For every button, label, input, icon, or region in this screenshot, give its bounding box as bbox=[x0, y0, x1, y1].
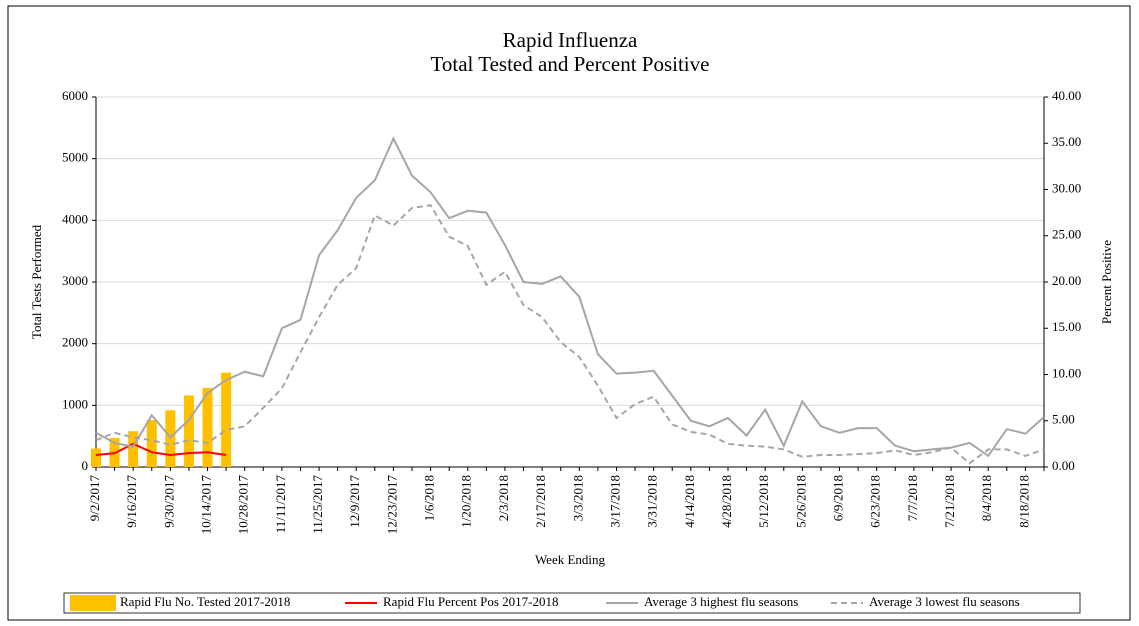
bar bbox=[91, 448, 101, 467]
x-tick-label: 3/31/2018 bbox=[645, 475, 660, 528]
y-tick-label: 6000 bbox=[62, 88, 88, 103]
x-tick-label: 9/2/2017 bbox=[87, 475, 102, 522]
bar bbox=[183, 395, 194, 467]
x-tick-label: 10/28/2017 bbox=[236, 475, 251, 535]
y2-tick-label: 10.00 bbox=[1052, 365, 1081, 380]
legend-swatch bbox=[70, 595, 116, 611]
y-tick-label: 5000 bbox=[62, 150, 88, 165]
y2-tick-label: 40.00 bbox=[1052, 88, 1081, 103]
bar bbox=[146, 420, 157, 467]
y-tick-label: 1000 bbox=[62, 396, 88, 411]
x-tick-label: 3/17/2018 bbox=[607, 475, 622, 528]
chart-subtitle: Total Tested and Percent Positive bbox=[431, 52, 710, 76]
chart-border bbox=[7, 5, 1131, 621]
y2-tick-label: 0.00 bbox=[1052, 458, 1075, 473]
x-tick-label: 1/20/2018 bbox=[459, 475, 474, 528]
bar bbox=[128, 431, 139, 467]
y2-tick-label: 30.00 bbox=[1052, 180, 1081, 195]
x-tick-label: 5/26/2018 bbox=[793, 475, 808, 528]
line bbox=[95, 442, 227, 456]
x-tick-label: 4/28/2018 bbox=[719, 475, 734, 528]
legend-label: Rapid Flu No. Tested 2017-2018 bbox=[120, 594, 290, 609]
line bbox=[95, 136, 1045, 458]
y-tick-label: 2000 bbox=[62, 335, 88, 350]
x-tick-label: 8/4/2018 bbox=[979, 475, 994, 521]
x-tick-label: 10/14/2017 bbox=[199, 475, 214, 535]
x-tick-label: 8/18/2018 bbox=[1016, 475, 1031, 528]
x-tick-label: 7/7/2018 bbox=[905, 475, 920, 521]
y-tick-label: 0 bbox=[82, 458, 89, 473]
y2-tick-label: 5.00 bbox=[1052, 412, 1075, 427]
y2-axis-label: Percent Positive bbox=[1099, 240, 1114, 324]
x-tick-label: 4/14/2018 bbox=[682, 475, 697, 528]
legend-box bbox=[63, 592, 1081, 614]
x-tick-label: 9/16/2017 bbox=[124, 475, 139, 528]
x-tick-label: 1/6/2018 bbox=[422, 475, 437, 521]
legend-label: Rapid Flu Percent Pos 2017-2018 bbox=[383, 594, 559, 609]
x-tick-label: 6/9/2018 bbox=[831, 475, 846, 521]
y-axis-label: Total Tests Performed bbox=[29, 224, 44, 339]
y2-tick-label: 15.00 bbox=[1052, 319, 1081, 334]
bar bbox=[202, 388, 213, 467]
x-tick-label: 2/3/2018 bbox=[496, 475, 511, 521]
chart-title: Rapid Influenza bbox=[503, 28, 638, 52]
x-tick-label: 9/30/2017 bbox=[161, 475, 176, 528]
x-tick-label: 11/25/2017 bbox=[310, 475, 325, 534]
x-tick-label: 3/3/2018 bbox=[570, 475, 585, 521]
x-axis-label: Week Ending bbox=[535, 552, 606, 567]
y-tick-label: 3000 bbox=[62, 273, 88, 288]
y2-tick-label: 25.00 bbox=[1052, 227, 1081, 242]
x-tick-label: 11/11/2017 bbox=[273, 475, 288, 534]
y-tick-label: 4000 bbox=[62, 211, 88, 226]
bar bbox=[221, 372, 232, 467]
x-tick-label: 6/23/2018 bbox=[868, 475, 883, 528]
x-tick-label: 2/17/2018 bbox=[533, 475, 548, 528]
y2-tick-label: 35.00 bbox=[1052, 134, 1081, 149]
x-tick-label: 5/12/2018 bbox=[756, 475, 771, 528]
x-tick-label: 7/21/2018 bbox=[942, 475, 957, 528]
x-tick-label: 12/23/2017 bbox=[384, 475, 399, 535]
line bbox=[95, 204, 1045, 465]
legend-label: Average 3 highest flu seasons bbox=[644, 594, 798, 609]
legend-label: Average 3 lowest flu seasons bbox=[869, 594, 1020, 609]
x-tick-label: 12/9/2017 bbox=[347, 475, 362, 528]
y2-tick-label: 20.00 bbox=[1052, 273, 1081, 288]
